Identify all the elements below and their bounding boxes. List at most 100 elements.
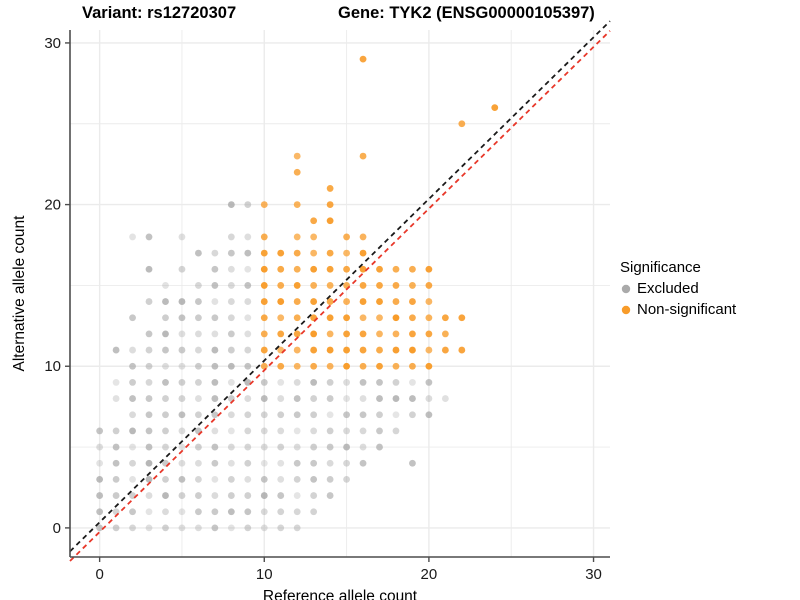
data-point xyxy=(392,427,400,435)
data-point xyxy=(425,346,433,354)
data-point xyxy=(277,459,285,467)
data-point xyxy=(178,314,186,322)
data-point xyxy=(359,265,367,273)
data-point xyxy=(359,282,367,289)
data-point xyxy=(425,298,433,305)
data-point xyxy=(343,476,350,483)
data-point xyxy=(310,362,318,370)
grid-lines xyxy=(70,30,610,557)
data-point xyxy=(227,298,235,305)
x-axis-title: Reference allele count xyxy=(263,588,418,600)
data-point xyxy=(425,362,433,370)
legend-title: Significance xyxy=(620,259,701,276)
data-point xyxy=(244,346,252,354)
data-point xyxy=(211,249,219,257)
data-point xyxy=(458,120,466,128)
data-point xyxy=(293,443,301,451)
data-point xyxy=(409,459,416,467)
data-point xyxy=(244,508,252,516)
data-point xyxy=(244,427,252,435)
data-point xyxy=(293,411,301,419)
legend-marker-excluded[interactable] xyxy=(621,284,631,294)
data-point xyxy=(195,476,202,483)
data-point xyxy=(343,395,350,402)
data-point xyxy=(145,427,153,435)
data-point xyxy=(195,249,202,257)
data-point xyxy=(425,395,433,402)
data-point xyxy=(409,379,416,386)
data-point xyxy=(343,411,350,419)
data-point xyxy=(277,379,285,386)
data-points-layer xyxy=(96,55,499,532)
data-point xyxy=(458,314,466,322)
data-point xyxy=(310,217,318,225)
data-point xyxy=(293,330,301,338)
figure-title-row: Variant: rs12720307 Gene: TYK2 (ENSG0000… xyxy=(0,0,800,28)
series-non-significant xyxy=(260,55,499,370)
data-point xyxy=(227,201,235,208)
data-point xyxy=(178,265,186,273)
data-point xyxy=(195,282,202,289)
data-point xyxy=(409,265,416,273)
data-point xyxy=(195,492,202,499)
data-point xyxy=(244,265,252,273)
data-point xyxy=(145,379,153,386)
y-tick-label: 20 xyxy=(44,197,61,214)
data-point xyxy=(178,476,186,483)
data-point xyxy=(227,282,235,289)
data-point xyxy=(343,459,350,467)
data-point xyxy=(326,411,334,419)
data-point xyxy=(310,249,318,257)
data-point xyxy=(178,346,186,354)
data-point xyxy=(326,459,334,467)
data-point xyxy=(195,395,202,402)
legend-marker-non-significant[interactable] xyxy=(621,305,631,315)
data-point xyxy=(277,265,285,273)
data-point xyxy=(310,476,318,483)
data-point xyxy=(376,395,383,402)
data-point xyxy=(326,314,334,322)
data-point xyxy=(392,330,400,338)
data-point xyxy=(293,379,301,386)
data-point xyxy=(211,443,219,451)
data-point xyxy=(260,346,268,354)
data-point xyxy=(277,443,285,451)
data-point xyxy=(162,427,169,435)
data-point xyxy=(260,492,268,499)
data-point xyxy=(129,459,136,467)
data-point xyxy=(343,298,350,305)
data-point xyxy=(244,201,252,208)
data-point xyxy=(244,524,252,532)
data-point xyxy=(195,330,202,338)
data-point xyxy=(145,524,153,532)
data-point xyxy=(409,330,416,338)
data-point xyxy=(244,476,252,483)
data-point xyxy=(260,265,268,273)
data-point xyxy=(145,298,153,305)
data-point xyxy=(293,201,301,208)
legend-label-excluded[interactable]: Excluded xyxy=(637,280,699,297)
data-point xyxy=(359,395,367,402)
data-point xyxy=(293,346,301,354)
data-point xyxy=(145,330,153,338)
legend-label-non-significant[interactable]: Non-significant xyxy=(637,301,737,318)
data-point xyxy=(211,492,219,499)
data-point xyxy=(162,443,169,451)
data-point xyxy=(244,314,252,322)
data-point xyxy=(244,411,252,419)
data-point xyxy=(376,411,383,419)
data-point xyxy=(145,395,153,402)
data-point xyxy=(359,362,367,370)
data-point xyxy=(195,346,202,354)
data-point xyxy=(96,524,104,532)
data-point xyxy=(392,314,400,322)
data-point xyxy=(129,314,136,322)
data-point xyxy=(162,314,169,322)
data-point xyxy=(310,379,318,386)
data-point xyxy=(310,508,318,516)
data-point xyxy=(343,346,350,354)
data-point xyxy=(260,362,268,370)
data-point xyxy=(178,330,186,338)
data-point xyxy=(310,265,318,273)
